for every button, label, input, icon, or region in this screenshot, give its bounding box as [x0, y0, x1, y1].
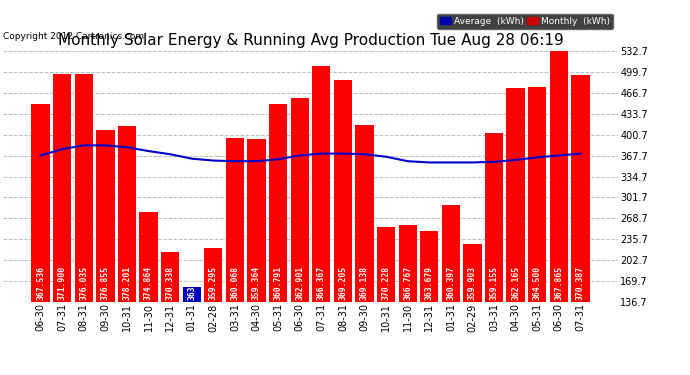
Bar — [139, 213, 158, 302]
Text: 370.228: 370.228 — [382, 266, 391, 300]
Bar — [442, 205, 460, 302]
Text: 376.855: 376.855 — [101, 266, 110, 300]
Text: 363.541: 363.541 — [187, 266, 196, 300]
Text: 367.536: 367.536 — [36, 266, 45, 300]
Bar — [528, 87, 546, 302]
Title: Monthly Solar Energy & Running Avg Production Tue Aug 28 06:19: Monthly Solar Energy & Running Avg Produ… — [58, 33, 563, 48]
Bar — [377, 227, 395, 302]
Bar — [399, 225, 417, 302]
Legend: Average  (kWh), Monthly  (kWh): Average (kWh), Monthly (kWh) — [437, 13, 613, 29]
Bar — [226, 138, 244, 302]
Text: 362.165: 362.165 — [511, 266, 520, 300]
Text: 370.387: 370.387 — [576, 266, 585, 300]
Text: 362.901: 362.901 — [295, 266, 304, 300]
Bar — [312, 66, 331, 302]
Bar — [183, 287, 201, 302]
Bar — [420, 231, 438, 302]
Bar — [247, 139, 266, 302]
Text: 359.364: 359.364 — [252, 266, 261, 300]
Bar — [31, 104, 50, 302]
Text: 374.864: 374.864 — [144, 266, 153, 300]
Text: 370.338: 370.338 — [166, 266, 175, 300]
Bar — [161, 252, 179, 302]
Bar — [355, 125, 374, 302]
Text: Copyright 2012 Cartronics.com: Copyright 2012 Cartronics.com — [3, 32, 145, 40]
Text: 366.367: 366.367 — [317, 266, 326, 300]
Bar — [550, 50, 568, 302]
Bar — [75, 74, 93, 302]
Text: 369.138: 369.138 — [360, 266, 369, 300]
Text: 359.295: 359.295 — [209, 266, 218, 300]
Bar — [506, 88, 525, 302]
Text: 359.903: 359.903 — [468, 266, 477, 300]
Text: 366.767: 366.767 — [403, 266, 412, 300]
Text: 360.397: 360.397 — [446, 266, 455, 300]
Text: 378.201: 378.201 — [122, 266, 131, 300]
Bar — [53, 74, 71, 302]
Text: 360.791: 360.791 — [274, 266, 283, 300]
Text: 376.035: 376.035 — [79, 266, 88, 300]
Bar — [269, 104, 287, 302]
Text: 367.865: 367.865 — [554, 266, 563, 300]
Text: 369.205: 369.205 — [338, 266, 347, 300]
Bar — [290, 98, 309, 302]
Text: 371.900: 371.900 — [58, 266, 67, 300]
Text: 359.155: 359.155 — [490, 266, 499, 300]
Bar — [118, 126, 136, 302]
Text: 360.068: 360.068 — [230, 266, 239, 300]
Bar — [204, 248, 222, 302]
Bar — [463, 244, 482, 302]
Text: 364.500: 364.500 — [533, 266, 542, 300]
Bar — [571, 75, 590, 302]
Bar — [96, 130, 115, 302]
Bar — [485, 134, 503, 302]
Text: 363.679: 363.679 — [425, 266, 434, 300]
Bar — [334, 80, 352, 302]
